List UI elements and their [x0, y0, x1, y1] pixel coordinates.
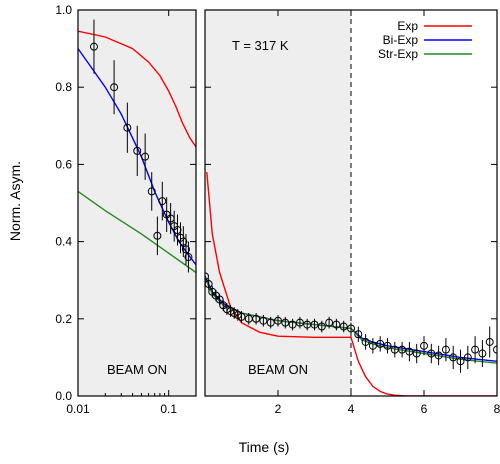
right-data-point [332, 320, 341, 329]
right-data-point [376, 339, 385, 348]
right-data-point [354, 330, 363, 339]
left-data-point [179, 237, 188, 246]
left-data-point [141, 152, 150, 161]
left-panel: BEAM ON 0.01 0.1 0.0 0.2 0.4 0.6 0.8 1.0 [55, 3, 197, 416]
right-data-point [420, 341, 428, 350]
legend-label: Bi-Exp [383, 33, 419, 47]
left-data-point [158, 197, 167, 206]
right-data-point [398, 345, 407, 354]
x-axis-label: Time (s) [239, 439, 290, 455]
right-data-point [449, 353, 458, 362]
right-data-point [441, 345, 450, 354]
left-data-point [153, 231, 162, 240]
left-str-exp-line [78, 190, 196, 274]
y-tick-label: 0.0 [55, 389, 72, 403]
right-data-point [412, 349, 421, 358]
right-data-point [259, 316, 268, 325]
y-tick-label: 0.8 [55, 80, 72, 94]
left-data-point [147, 187, 156, 196]
y-tick-label: 0.6 [55, 157, 72, 171]
left-data-point [133, 146, 142, 155]
left-data-point [110, 83, 119, 92]
legend-label: Exp [397, 19, 418, 33]
left-series-group [78, 19, 196, 274]
y-tick-label: 0.2 [55, 312, 72, 326]
right-region-label: BEAM ON [248, 362, 308, 377]
left-data-point [181, 245, 190, 254]
y-tick-label: 1.0 [55, 3, 72, 17]
right-data-point [325, 318, 334, 327]
right-shaded-region [205, 10, 351, 396]
left-shaded-region [78, 10, 196, 396]
left-x-tick-label: 0.01 [66, 402, 90, 416]
right-data-point [237, 312, 246, 321]
right-panel: BEAM ON 2 4 6 8 [204, 9, 500, 416]
right-x-tick-label: 4 [348, 402, 355, 416]
right-data-point [288, 320, 297, 329]
right-series-group [205, 172, 497, 396]
right-data-point [266, 318, 275, 327]
left-region-label: BEAM ON [107, 362, 167, 377]
right-data-point [317, 322, 326, 331]
right-data-point [368, 341, 377, 350]
right-data-point [310, 320, 319, 329]
right-data-point [471, 345, 480, 354]
left-data-point [184, 253, 193, 262]
right-data-point [405, 347, 414, 356]
right-data-point [361, 337, 370, 346]
right-x-tick-label: 8 [494, 402, 500, 416]
right-data-point [252, 314, 261, 323]
left-frame [77, 9, 197, 397]
right-data-point [295, 318, 304, 327]
right-x-tick-label: 2 [275, 402, 282, 416]
left-data-point [123, 123, 132, 132]
right-data-point [427, 349, 436, 358]
legend-label: Str-Exp [378, 47, 418, 61]
right-data-point [347, 324, 355, 333]
left-bi-exp-line [78, 48, 196, 266]
right-data-point [493, 345, 497, 354]
left-data-point [89, 42, 98, 51]
right-data-point [339, 322, 348, 331]
right-data-point [456, 357, 465, 366]
right-data-point [281, 318, 290, 327]
right-data-point [205, 272, 209, 281]
y-tick-label: 0.4 [55, 235, 72, 249]
left-exp-line [78, 30, 196, 148]
right-data-point [274, 316, 282, 325]
right-data-point [383, 341, 392, 350]
temperature-annotation: T = 317 K [232, 38, 289, 53]
right-data-point [478, 349, 487, 358]
right-data-point [485, 337, 494, 346]
y-axis-label: Norm. Asym. [7, 161, 23, 241]
left-x-tick-label: 0.1 [160, 402, 177, 416]
right-data-point [434, 351, 443, 360]
right-x-tick-label: 6 [421, 402, 428, 416]
right-data-point [463, 353, 472, 362]
